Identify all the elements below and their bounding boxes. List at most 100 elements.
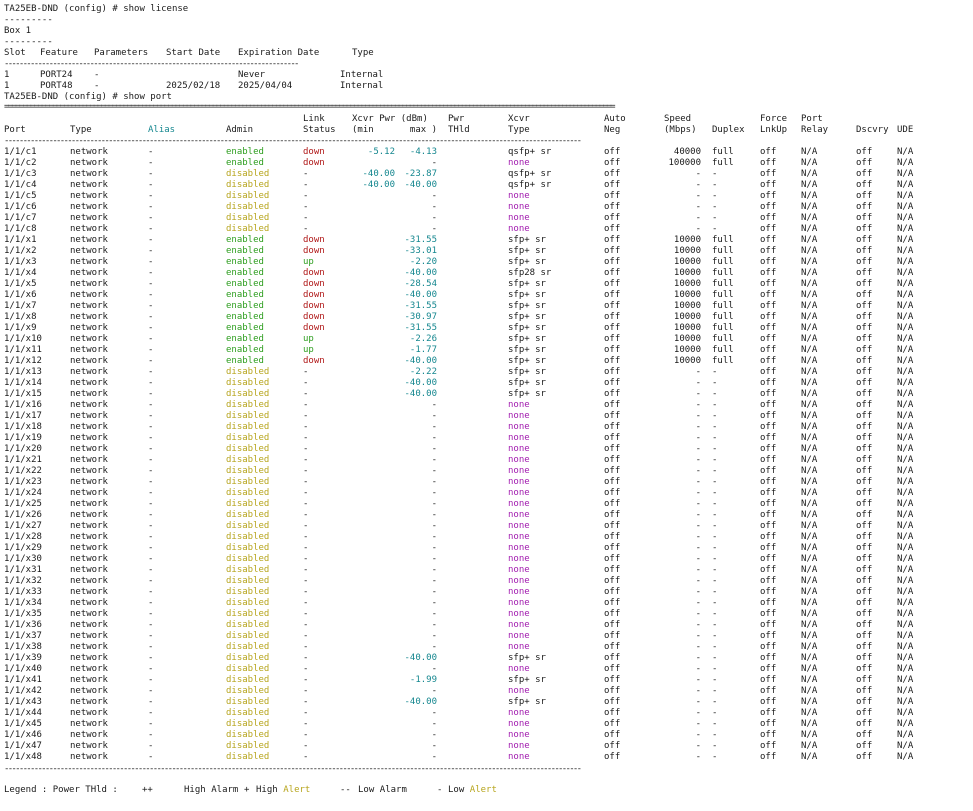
port-ude: N/A — [897, 422, 914, 432]
separator: ----------------------------------------… — [4, 59, 299, 69]
port-id: 1/1/c5 — [4, 191, 37, 201]
port-header-status: Status — [303, 125, 336, 135]
port-auto-neg: off — [604, 609, 621, 619]
port-id: 1/1/x24 — [4, 488, 42, 498]
port-id: 1/1/x20 — [4, 444, 42, 454]
port-alias: - — [148, 180, 154, 190]
port-type: network — [70, 521, 108, 531]
port-alias: - — [148, 730, 154, 740]
separator: --------- — [4, 15, 53, 25]
port-alias: - — [148, 312, 154, 322]
port-link-status: down — [303, 246, 325, 256]
port-id: 1/1/x45 — [4, 719, 42, 729]
port-force-lnkup: off — [760, 411, 777, 421]
legend-word: Low — [448, 785, 465, 795]
port-speed: - — [695, 488, 701, 498]
port-relay: N/A — [801, 730, 818, 740]
port-dscvry: off — [856, 752, 873, 762]
port-header-relay: Relay — [801, 125, 829, 135]
port-speed: - — [695, 499, 701, 509]
port-force-lnkup: off — [760, 345, 777, 355]
port-force-lnkup: off — [760, 246, 777, 256]
port-dscvry: off — [856, 642, 873, 652]
port-admin-state: enabled — [226, 301, 264, 311]
port-type: network — [70, 499, 108, 509]
port-alias: - — [148, 246, 154, 256]
port-auto-neg: off — [604, 213, 621, 223]
port-speed: - — [695, 202, 701, 212]
port-id: 1/1/x8 — [4, 312, 37, 322]
port-dscvry: off — [856, 521, 873, 531]
port-id: 1/1/x5 — [4, 279, 37, 289]
port-xcvr-pwr-max: -40.00 — [404, 180, 437, 190]
port-relay: N/A — [801, 565, 818, 575]
port-header-max: max ) — [409, 125, 437, 135]
port-ude: N/A — [897, 180, 914, 190]
port-alias: - — [148, 543, 154, 553]
port-admin-state: disabled — [226, 180, 270, 190]
port-alias: - — [148, 609, 154, 619]
port-alias: - — [148, 587, 154, 597]
port-admin-state: disabled — [226, 752, 270, 762]
port-dscvry: off — [856, 422, 873, 432]
port-xcvr-pwr-max: -31.55 — [404, 301, 437, 311]
port-relay: N/A — [801, 389, 818, 399]
port-xcvr-pwr-max: - — [431, 664, 437, 674]
port-type: network — [70, 587, 108, 597]
port-speed: - — [695, 620, 701, 630]
port-dscvry: off — [856, 598, 873, 608]
port-admin-state: disabled — [226, 378, 270, 388]
port-link-status: - — [303, 433, 309, 443]
port-auto-neg: off — [604, 499, 621, 509]
port-admin-state: disabled — [226, 686, 270, 696]
port-speed: - — [695, 510, 701, 520]
port-ude: N/A — [897, 257, 914, 267]
port-force-lnkup: off — [760, 312, 777, 322]
port-alias: - — [148, 213, 154, 223]
license-header-parameters: Parameters — [94, 48, 149, 58]
port-alias: - — [148, 224, 154, 234]
port-xcvr-type: none — [508, 664, 530, 674]
port-link-status: down — [303, 312, 325, 322]
port-force-lnkup: off — [760, 147, 777, 157]
port-speed: - — [695, 477, 701, 487]
port-ude: N/A — [897, 510, 914, 520]
port-force-lnkup: off — [760, 587, 777, 597]
port-admin-state: disabled — [226, 455, 270, 465]
port-ude: N/A — [897, 224, 914, 234]
port-force-lnkup: off — [760, 455, 777, 465]
port-duplex: - — [712, 642, 718, 652]
port-alias: - — [148, 466, 154, 476]
port-alias: - — [148, 257, 154, 267]
port-relay: N/A — [801, 290, 818, 300]
port-dscvry: off — [856, 367, 873, 377]
port-link-status: - — [303, 180, 309, 190]
port-xcvr-type: none — [508, 466, 530, 476]
port-duplex: full — [712, 257, 734, 267]
port-auto-neg: off — [604, 422, 621, 432]
port-type: network — [70, 147, 108, 157]
port-header-dscvry: Dscvry — [856, 125, 889, 135]
port-link-status: down — [303, 235, 325, 245]
port-admin-state: disabled — [226, 554, 270, 564]
port-dscvry: off — [856, 554, 873, 564]
port-admin-state: disabled — [226, 466, 270, 476]
port-link-status: - — [303, 213, 309, 223]
port-force-lnkup: off — [760, 730, 777, 740]
port-alias: - — [148, 169, 154, 179]
port-relay: N/A — [801, 158, 818, 168]
port-ude: N/A — [897, 543, 914, 553]
port-auto-neg: off — [604, 180, 621, 190]
port-admin-state: disabled — [226, 521, 270, 531]
port-link-status: - — [303, 620, 309, 630]
port-link-status: down — [303, 290, 325, 300]
port-relay: N/A — [801, 609, 818, 619]
port-xcvr-type: none — [508, 686, 530, 696]
port-admin-state: disabled — [226, 422, 270, 432]
port-xcvr-type: sfp+ sr — [508, 378, 546, 388]
port-link-status: - — [303, 521, 309, 531]
port-xcvr-type: none — [508, 521, 530, 531]
port-xcvr-pwr-max: - — [431, 730, 437, 740]
port-force-lnkup: off — [760, 224, 777, 234]
port-duplex: - — [712, 444, 718, 454]
